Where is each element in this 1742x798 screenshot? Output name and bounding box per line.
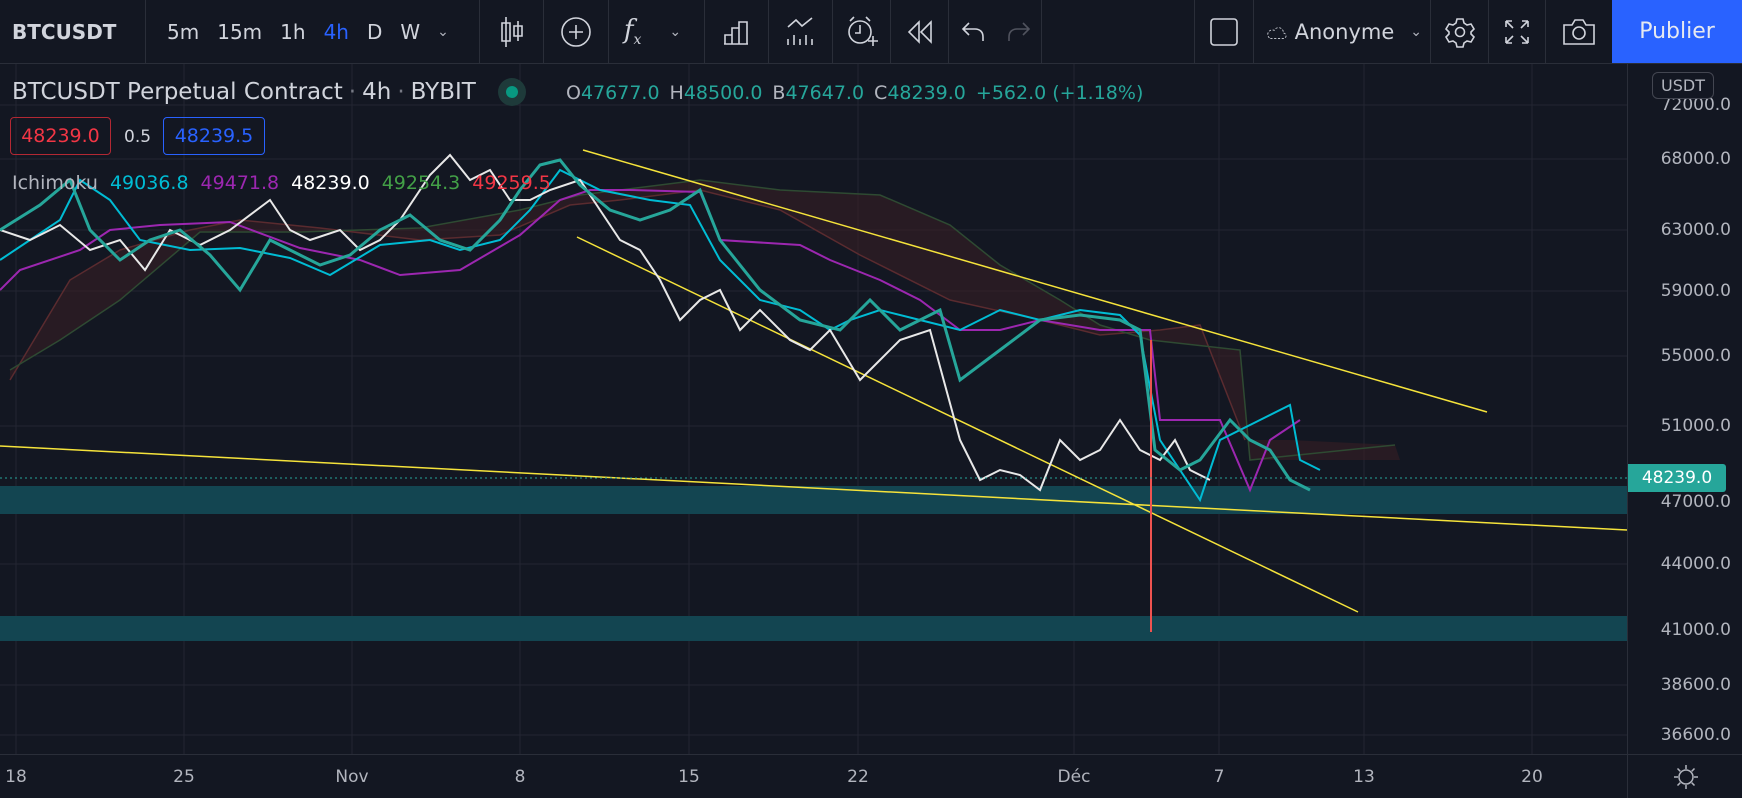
compare-add-icon[interactable]: [544, 0, 609, 63]
x-tick: 8: [514, 767, 526, 787]
x-tick: 25: [173, 767, 195, 787]
spread-value: 0.5: [124, 127, 152, 147]
open-label: O: [566, 82, 581, 104]
interval-d[interactable]: D: [366, 19, 383, 44]
interval-w[interactable]: W: [400, 19, 421, 44]
legend-interval: 4h: [362, 79, 392, 105]
tenkan-value: 49036.8: [109, 172, 189, 194]
chevron-down-icon[interactable]: ⌄: [669, 23, 682, 40]
close-label: C: [874, 82, 888, 104]
change-value: +562.0 (+1.18%): [975, 82, 1144, 104]
x-tick: 15: [678, 767, 700, 787]
layout-square-icon[interactable]: [1194, 0, 1254, 63]
indicators-button[interactable]: fx ⌄: [609, 0, 705, 63]
y-tick: 44000.0: [1660, 554, 1731, 574]
account-name: Anonyme: [1294, 19, 1395, 44]
x-tick: Déc: [1057, 767, 1091, 787]
low-value: 47647.0: [785, 82, 865, 104]
x-tick: 13: [1353, 767, 1375, 787]
y-tick: 38600.0: [1660, 675, 1731, 695]
symbol-description: BTCUSDT Perpetual Contract: [12, 79, 343, 105]
y-tick: 59000.0: [1660, 281, 1731, 301]
y-tick: 51000.0: [1660, 416, 1731, 436]
undo-icon[interactable]: [949, 21, 997, 43]
alert-add-icon[interactable]: [833, 0, 891, 63]
interval-1h[interactable]: 1h: [280, 19, 306, 44]
sun-icon: [1673, 764, 1698, 789]
legend-separator: ·: [348, 79, 357, 105]
price-chart-canvas[interactable]: BTCUSDT Perpetual Contract · 4h · BYBIT …: [0, 64, 1627, 754]
templates-icon[interactable]: [705, 0, 769, 63]
theme-toggle-button[interactable]: [1627, 754, 1742, 798]
chart-legend-title: BTCUSDT Perpetual Contract · 4h · BYBIT: [12, 78, 526, 106]
chart-type-candles-icon[interactable]: [480, 0, 544, 63]
legend-separator: ·: [397, 79, 405, 105]
price-axis[interactable]: 72000.0 USDT 68000.0 63000.0 59000.0 550…: [1627, 64, 1742, 754]
fullscreen-icon[interactable]: [1489, 0, 1546, 63]
interval-5m[interactable]: 5m: [167, 19, 200, 44]
senkou-a-value: 49254.3: [381, 172, 461, 194]
financials-icon[interactable]: [769, 0, 833, 63]
last-price-label: 48239.0: [1628, 464, 1726, 492]
x-tick: 7: [1213, 767, 1225, 787]
y-tick: 63000.0: [1660, 220, 1731, 240]
y-tick: 47000.0: [1660, 492, 1731, 512]
account-button[interactable]: Anonyme ⌄: [1254, 0, 1431, 63]
settings-gear-icon[interactable]: [1431, 0, 1489, 63]
y-tick: 72000.0: [1660, 95, 1731, 115]
market-status-icon[interactable]: [497, 78, 526, 106]
interval-4h[interactable]: 4h: [323, 19, 349, 44]
time-axis[interactable]: 18 25 Nov 8 15 22 Déc 7 13 20: [0, 754, 1627, 798]
redo-icon[interactable]: [997, 0, 1042, 63]
symbol-search-button[interactable]: BTCUSDT: [0, 0, 146, 63]
ohlc-values: O47677.0 H48500.0 B47647.0 C48239.0 +562…: [566, 82, 1143, 104]
buy-price-button[interactable]: 48239.5: [163, 117, 265, 155]
interval-group: 5m 15m 1h 4h D W ⌄: [146, 0, 480, 63]
low-label: B: [772, 82, 786, 104]
chevron-down-icon[interactable]: ⌄: [437, 23, 449, 40]
indicator-name: Ichimoku: [12, 172, 98, 194]
replay-icon[interactable]: [891, 0, 949, 63]
y-tick: 41000.0: [1660, 620, 1731, 640]
interval-15m[interactable]: 15m: [217, 19, 263, 44]
ichimoku-legend[interactable]: Ichimoku 49036.8 49471.8 48239.0 49254.3…: [12, 172, 551, 194]
top-toolbar: BTCUSDT 5m 15m 1h 4h D W ⌄ fx ⌄ Anonym: [0, 0, 1742, 64]
senkou-b-value: 49259.5: [472, 172, 551, 194]
indicators-fx-icon: fx: [623, 14, 642, 49]
open-value: 47677.0: [580, 82, 660, 104]
y-tick: 68000.0: [1660, 149, 1731, 169]
y-tick: 55000.0: [1660, 346, 1731, 366]
cloud-icon: [1267, 26, 1287, 39]
snapshot-camera-icon[interactable]: [1546, 17, 1612, 47]
legend-exchange: BYBIT: [410, 79, 476, 105]
kijun-value: 49471.8: [200, 172, 280, 194]
high-label: H: [669, 82, 684, 104]
close-value: 48239.0: [887, 82, 966, 104]
y-tick: 36600.0: [1660, 725, 1731, 745]
sell-price-button[interactable]: 48239.0: [10, 117, 111, 155]
chikou-value: 48239.0: [291, 172, 370, 194]
currency-button[interactable]: USDT: [1652, 72, 1714, 99]
publish-button[interactable]: Publier: [1612, 0, 1742, 63]
x-tick: 18: [5, 767, 27, 787]
x-tick: Nov: [335, 767, 369, 787]
high-value: 48500.0: [683, 82, 763, 104]
x-tick: 22: [847, 767, 869, 787]
x-tick: 20: [1521, 767, 1543, 787]
chevron-down-icon[interactable]: ⌄: [1410, 23, 1422, 40]
